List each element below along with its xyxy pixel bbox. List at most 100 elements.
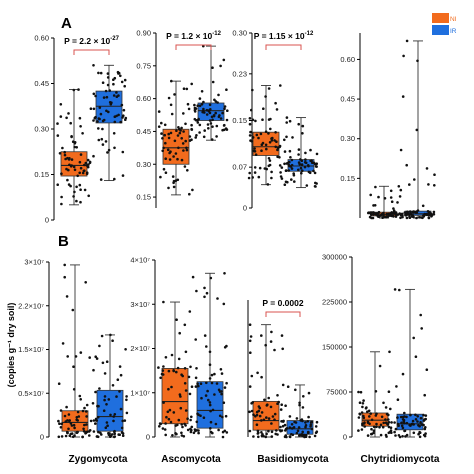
data-point	[275, 429, 278, 432]
data-point	[167, 96, 171, 100]
y-tick-label: 0.45	[34, 79, 49, 88]
data-point	[112, 132, 116, 135]
data-point	[279, 84, 282, 87]
data-point	[293, 180, 296, 183]
data-point	[61, 342, 65, 345]
legend-ir-label: IR	[450, 28, 457, 35]
data-point	[78, 171, 81, 175]
panel-a-zygomycota: 0 0.15 0.30 0.45 0.60 P = 2.2 × 10-27	[34, 34, 128, 225]
data-point	[96, 120, 99, 123]
data-point	[273, 412, 277, 416]
data-point	[220, 372, 224, 375]
data-point	[64, 420, 67, 423]
data-point	[265, 416, 268, 419]
data-point	[409, 212, 412, 215]
data-point	[269, 127, 272, 131]
data-point	[60, 202, 63, 206]
panel-a-ascomycota: 0.15 0.30 0.45 0.60 0.75 0.90 P = 1.2 × 10-12	[136, 29, 229, 208]
data-point	[368, 415, 371, 418]
data-point	[366, 421, 370, 425]
legend-ni-swatch	[432, 13, 449, 23]
data-point	[424, 414, 428, 417]
data-point	[297, 168, 300, 172]
box-ir	[399, 39, 436, 220]
data-point	[70, 135, 73, 139]
data-point	[274, 101, 277, 105]
data-point	[180, 126, 183, 130]
data-point	[206, 123, 210, 126]
panel-label-b: B	[58, 233, 69, 250]
data-point	[92, 107, 96, 111]
data-point	[99, 178, 103, 181]
data-point	[395, 385, 398, 388]
data-point	[98, 106, 102, 109]
data-point	[259, 132, 263, 136]
data-point	[193, 103, 196, 107]
data-point	[264, 143, 268, 147]
data-point	[72, 388, 76, 391]
data-point	[307, 415, 310, 419]
data-point	[264, 435, 268, 439]
data-point	[308, 171, 312, 175]
data-point	[397, 185, 401, 188]
data-point	[209, 420, 213, 424]
data-point	[94, 422, 97, 425]
data-point	[112, 82, 115, 86]
data-point	[225, 88, 228, 91]
data-point	[211, 408, 215, 412]
data-point	[61, 146, 64, 150]
data-point	[299, 433, 303, 437]
data-point	[248, 134, 252, 137]
data-point	[108, 89, 111, 92]
data-point	[69, 432, 73, 436]
category-label-chytridiomycota: Chytridiomycota	[361, 454, 440, 465]
data-point	[161, 369, 165, 372]
data-point	[249, 351, 252, 355]
data-point	[99, 71, 103, 75]
data-point	[422, 413, 425, 417]
data-point	[109, 333, 112, 337]
data-point	[60, 172, 63, 175]
panel-a-chytridiomycota: 0.15 0.30 0.45 0.60	[340, 33, 436, 220]
data-point	[74, 355, 78, 358]
data-point	[56, 183, 59, 186]
data-point	[267, 157, 271, 160]
data-point	[390, 200, 394, 203]
data-point	[185, 148, 189, 152]
data-point	[213, 372, 216, 376]
data-point	[79, 153, 83, 156]
data-point	[211, 125, 214, 128]
data-point	[182, 149, 185, 152]
data-point	[248, 410, 251, 414]
y-tick-label: 0.30	[136, 160, 151, 169]
data-point	[105, 95, 109, 99]
y-tick-label: 300000	[322, 253, 347, 262]
data-point	[392, 215, 395, 218]
data-point	[268, 159, 272, 162]
data-point	[70, 158, 74, 161]
data-point	[170, 353, 174, 357]
box-ir	[92, 64, 128, 182]
data-point	[307, 391, 311, 395]
data-point	[385, 215, 388, 218]
data-point	[200, 103, 204, 106]
data-point	[190, 385, 194, 389]
data-point	[184, 122, 187, 126]
data-point	[287, 169, 291, 172]
data-point	[360, 428, 364, 431]
data-point	[306, 430, 310, 434]
data-point	[405, 216, 409, 220]
data-point	[290, 167, 294, 170]
data-point	[273, 139, 276, 142]
data-point	[297, 426, 301, 429]
data-point	[411, 214, 415, 218]
data-point	[279, 171, 282, 174]
data-point	[94, 115, 97, 119]
data-point	[209, 122, 213, 125]
data-point	[223, 107, 226, 111]
data-point	[73, 426, 76, 430]
data-point	[392, 211, 396, 214]
data-point	[167, 136, 171, 140]
data-point	[87, 163, 90, 166]
data-point	[369, 193, 373, 197]
